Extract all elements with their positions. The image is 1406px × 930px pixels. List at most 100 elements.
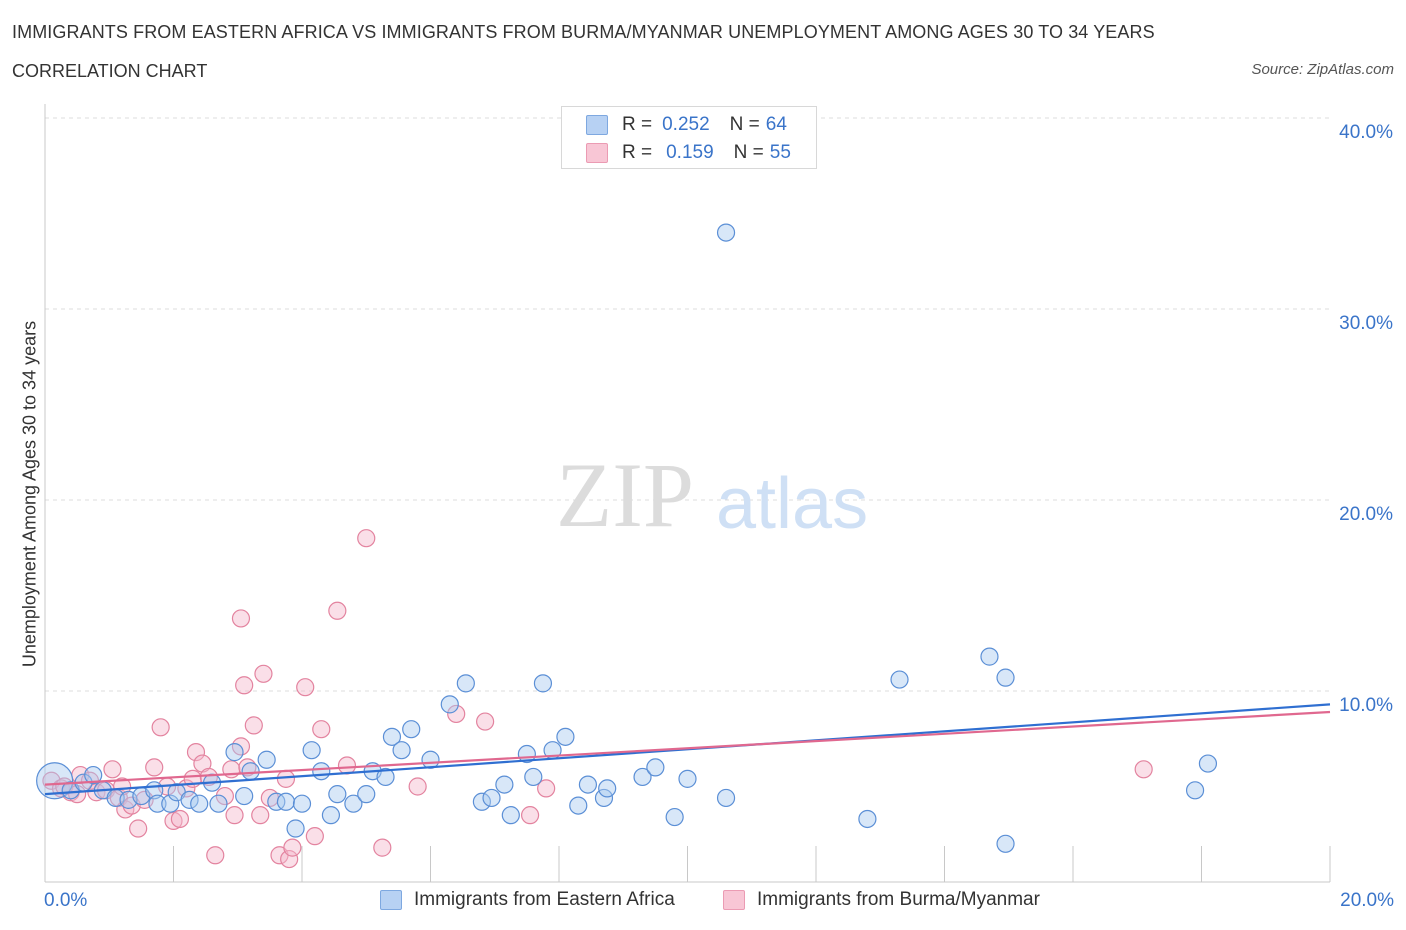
trend-line-pink xyxy=(44,710,1331,786)
data-point xyxy=(129,819,148,838)
watermark: ZIP atlas xyxy=(556,444,868,546)
data-point xyxy=(537,779,556,798)
watermark-atlas: atlas xyxy=(716,464,868,544)
data-point xyxy=(578,775,598,794)
data-point xyxy=(296,678,315,697)
data-point xyxy=(251,806,270,825)
data-point xyxy=(225,743,244,762)
data-point xyxy=(84,765,103,785)
data-point xyxy=(225,806,244,825)
data-point xyxy=(402,720,421,739)
data-point xyxy=(145,758,164,777)
data-point xyxy=(312,720,331,739)
data-point xyxy=(235,786,254,806)
legend-n-value: 64 xyxy=(765,114,787,135)
series-legend-swatch-blue xyxy=(380,890,402,910)
data-point xyxy=(569,796,588,815)
data-point xyxy=(283,838,302,857)
data-point xyxy=(337,756,357,775)
trend-lines xyxy=(44,703,1331,796)
data-point xyxy=(36,762,74,800)
data-point xyxy=(257,750,276,769)
data-point xyxy=(996,834,1015,853)
legend-swatch-pink xyxy=(586,143,608,163)
data-point xyxy=(244,716,263,735)
data-point xyxy=(148,794,167,813)
data-point xyxy=(215,786,234,806)
data-point xyxy=(533,674,553,693)
series-legend-eastern-africa: Immigrants from Eastern Africa xyxy=(380,889,675,911)
series-legend-label: Immigrants from Burma/Myanmar xyxy=(757,889,1040,910)
data-point xyxy=(267,792,286,811)
data-point xyxy=(151,718,170,737)
data-point xyxy=(716,223,736,242)
legend-n-value: 55 xyxy=(769,142,791,163)
data-point xyxy=(190,794,209,813)
data-point xyxy=(665,807,684,827)
data-point xyxy=(996,668,1015,687)
grid-lines xyxy=(45,117,1330,692)
y-tick-labels: 10.0% 20.0% 30.0% 40.0% xyxy=(1339,122,1393,716)
data-point xyxy=(716,788,736,808)
data-point xyxy=(170,809,190,829)
data-point xyxy=(678,769,697,788)
data-point xyxy=(440,695,459,714)
data-point xyxy=(180,790,199,809)
data-point xyxy=(302,741,321,760)
data-point xyxy=(858,809,877,829)
data-point xyxy=(447,704,466,724)
data-point xyxy=(472,792,491,811)
data-point xyxy=(980,647,999,666)
chart-title: IMMIGRANTS FROM EASTERN AFRICA VS IMMIGR… xyxy=(12,22,1155,42)
data-point xyxy=(209,794,228,813)
chart-subtitle: CORRELATION CHART xyxy=(12,61,208,81)
data-point xyxy=(1134,760,1153,779)
data-point xyxy=(357,529,376,548)
x-tick-label-max: 20.0% xyxy=(1340,890,1394,911)
data-point xyxy=(594,788,614,808)
series-legend-swatch-pink xyxy=(723,890,745,910)
data-point xyxy=(276,792,296,811)
data-point xyxy=(199,767,218,787)
data-point xyxy=(103,760,122,779)
data-point xyxy=(186,743,206,762)
data-point xyxy=(376,767,395,787)
legend-n-label: N = xyxy=(733,142,764,163)
y-tick-label: 20.0% xyxy=(1339,504,1393,525)
data-point xyxy=(164,811,183,830)
data-point xyxy=(231,609,251,628)
data-point xyxy=(344,794,363,813)
data-point xyxy=(373,838,392,857)
data-point xyxy=(206,846,225,865)
data-point xyxy=(357,785,376,804)
stats-legend: R = 0.252 N = 64 R = 0.159 N = 55 xyxy=(561,106,817,169)
data-point xyxy=(286,819,305,838)
series-legend-burma-myanmar: Immigrants from Burma/Myanmar xyxy=(723,889,1040,911)
legend-r-label: R = xyxy=(622,142,653,163)
legend-r-value: 0.159 xyxy=(666,142,714,163)
series-eastern-africa xyxy=(36,223,1218,853)
x-tick-label-min: 0.0% xyxy=(44,890,88,911)
y-tick-label: 30.0% xyxy=(1339,313,1393,334)
data-point xyxy=(280,849,299,869)
legend-r-value: 0.252 xyxy=(662,114,710,135)
series-legend: Immigrants from Eastern Africa Immigrant… xyxy=(0,889,1406,915)
data-point xyxy=(254,664,273,683)
data-point xyxy=(321,806,341,825)
data-point xyxy=(646,758,665,777)
data-point xyxy=(235,676,254,695)
data-point xyxy=(456,674,475,693)
y-tick-label: 40.0% xyxy=(1339,122,1393,143)
axes xyxy=(44,104,1331,883)
data-point xyxy=(890,670,909,689)
data-point xyxy=(633,767,652,787)
data-point xyxy=(524,767,543,787)
series-burma-myanmar xyxy=(42,529,1153,869)
data-point xyxy=(292,794,312,813)
source-credit: Source: ZipAtlas.com xyxy=(1251,61,1394,78)
data-point xyxy=(276,769,296,788)
data-point xyxy=(328,601,347,620)
data-point xyxy=(312,762,331,781)
data-point xyxy=(305,827,324,846)
